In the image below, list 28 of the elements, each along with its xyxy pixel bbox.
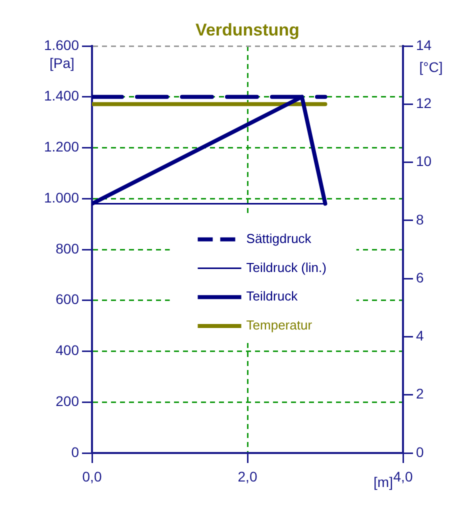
y2-axis-title: [°C] xyxy=(419,58,443,75)
legend-label: Teildruck xyxy=(246,288,298,304)
y2-tick-label: 14 xyxy=(416,36,432,53)
chart-title: Verdunstung xyxy=(196,20,300,40)
y-tick-label: 1.600 xyxy=(44,36,80,53)
legend-label: Temperatur xyxy=(246,318,313,333)
y2-tick-label: 2 xyxy=(416,386,424,402)
legend-label: Teildruck (lin.) xyxy=(246,260,326,275)
y-tick-label: 1.000 xyxy=(44,189,80,206)
x-tick-label: 2,0 xyxy=(238,468,258,484)
y-tick-label: 400 xyxy=(56,342,80,358)
x-tick-label: 0,0 xyxy=(82,468,102,484)
y2-tick-label: 8 xyxy=(416,211,424,228)
x-axis-title: [m] xyxy=(374,474,393,490)
y-tick-label: 0 xyxy=(71,444,80,460)
y-tick-label: 200 xyxy=(56,392,80,409)
y-tick-label: 1.200 xyxy=(44,138,80,155)
y-tick-label: 1.400 xyxy=(44,88,80,104)
y2-tick-label: 6 xyxy=(416,269,424,286)
y-tick-label: 800 xyxy=(56,240,80,256)
legend-label: Sättigdruck xyxy=(246,230,312,246)
x-tick-label: 4,0 xyxy=(393,468,413,484)
y2-tick-label: 4 xyxy=(416,328,424,344)
y-axis-title: [Pa] xyxy=(50,54,74,71)
y2-tick-label: 0 xyxy=(416,444,424,460)
y-tick-label: 600 xyxy=(56,291,80,308)
y2-tick-label: 10 xyxy=(416,153,432,170)
y2-tick-label: 12 xyxy=(416,95,432,111)
